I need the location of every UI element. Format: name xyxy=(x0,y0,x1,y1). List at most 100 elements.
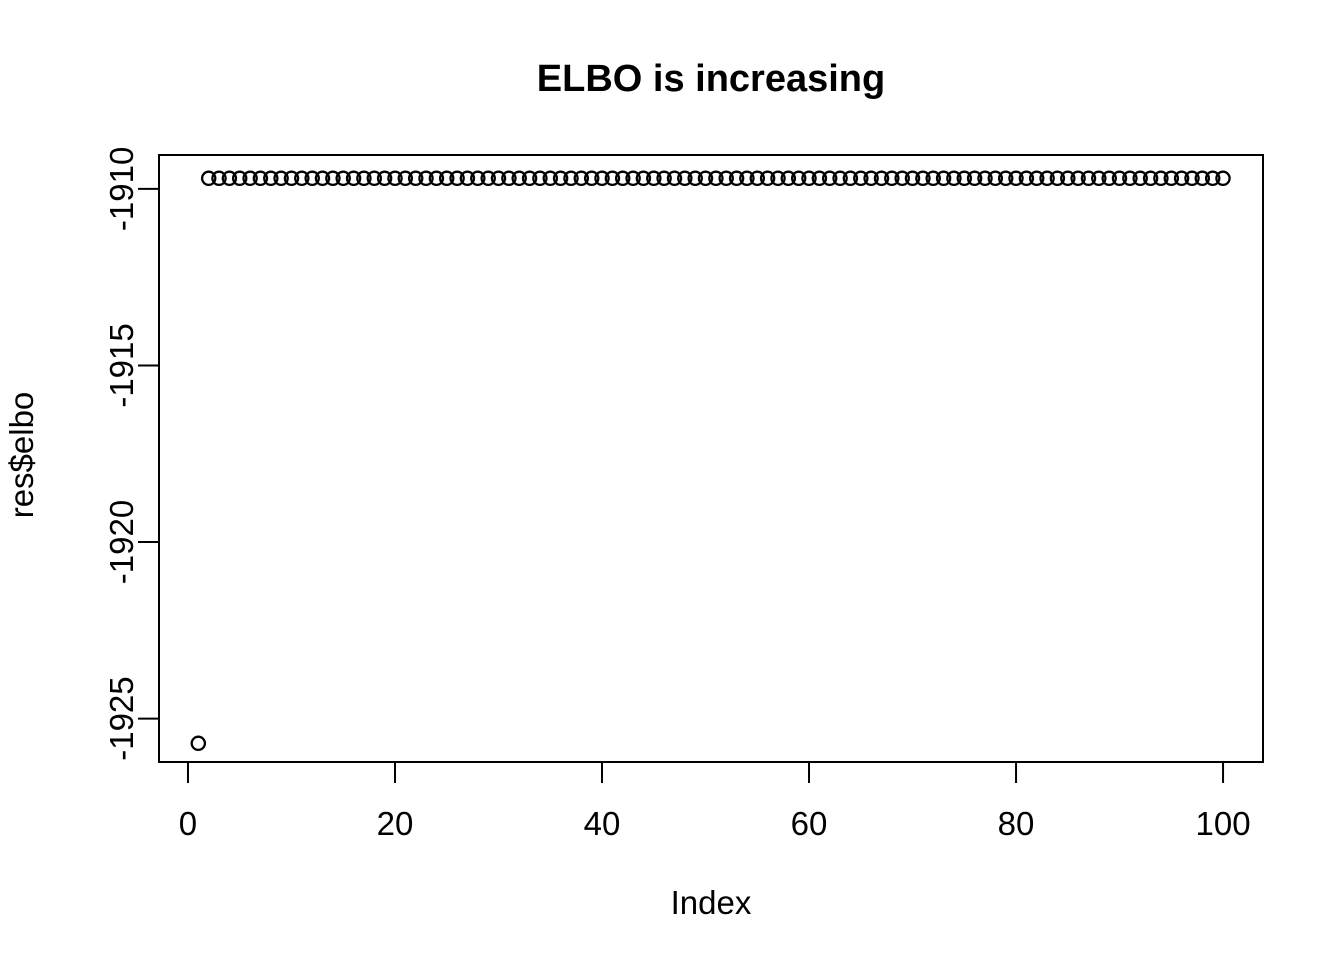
data-point xyxy=(966,170,983,187)
data-point xyxy=(821,170,838,187)
data-point xyxy=(832,170,848,187)
data-point xyxy=(1204,170,1221,187)
data-point xyxy=(345,170,362,187)
data-point xyxy=(335,170,351,187)
data-point xyxy=(583,170,600,187)
data-point xyxy=(956,170,973,187)
data-point xyxy=(925,170,941,187)
data-point xyxy=(1091,170,1107,187)
data-point xyxy=(231,170,248,187)
data-point xyxy=(532,170,548,187)
data-point xyxy=(915,170,931,187)
data-point xyxy=(1101,170,1117,187)
data-point xyxy=(780,170,797,187)
data-point xyxy=(801,170,817,187)
data-point xyxy=(1215,170,1231,187)
data-point xyxy=(190,735,207,752)
data-point xyxy=(1028,170,1045,187)
data-point xyxy=(470,170,486,187)
y-tick-label: -1920 xyxy=(103,500,140,584)
data-point xyxy=(252,170,269,187)
data-point xyxy=(873,170,890,187)
data-point xyxy=(594,170,610,187)
data-point xyxy=(708,170,724,187)
data-point xyxy=(387,170,403,187)
data-point xyxy=(749,170,766,187)
y-axis-label: res$elbo xyxy=(3,391,40,519)
y-tick-label: -1925 xyxy=(103,676,140,760)
data-point xyxy=(542,170,559,187)
y-tick-label: -1915 xyxy=(103,323,140,407)
data-point xyxy=(573,170,590,187)
data-point xyxy=(1163,170,1180,187)
data-point xyxy=(501,170,517,187)
data-point xyxy=(1132,170,1148,187)
x-tick-label: 60 xyxy=(791,805,828,842)
data-point xyxy=(283,170,300,187)
data-point xyxy=(759,170,776,187)
x-tick-label: 80 xyxy=(998,805,1035,842)
data-point xyxy=(242,170,258,187)
data-point xyxy=(459,170,476,187)
data-point xyxy=(407,170,424,187)
data-point xyxy=(687,170,703,187)
data-point xyxy=(490,170,507,187)
data-point xyxy=(646,170,662,187)
data-point xyxy=(1060,170,1076,187)
x-axis-label: Index xyxy=(670,884,752,921)
data-point xyxy=(677,170,693,187)
data-point xyxy=(946,170,962,187)
data-point xyxy=(790,170,807,187)
data-point xyxy=(376,170,393,187)
data-point xyxy=(1018,170,1035,187)
data-point xyxy=(635,170,652,187)
data-point xyxy=(770,170,786,187)
data-point xyxy=(728,170,745,187)
chart-title: ELBO is increasing xyxy=(536,58,886,100)
data-point xyxy=(1153,170,1169,187)
data-point xyxy=(863,170,879,187)
data-point xyxy=(211,170,227,187)
data-point xyxy=(697,170,714,187)
x-tick-label: 20 xyxy=(377,805,414,842)
data-point xyxy=(1039,170,1055,187)
data-point xyxy=(604,170,621,187)
data-point xyxy=(366,170,383,187)
data-point xyxy=(263,170,279,187)
data-point xyxy=(552,170,569,187)
data-point xyxy=(1142,170,1159,187)
data-point xyxy=(200,170,217,187)
data-point xyxy=(1049,170,1066,187)
data-point xyxy=(1184,170,1200,187)
plot-box xyxy=(158,154,1264,763)
data-point xyxy=(625,170,641,187)
data-point xyxy=(438,170,455,187)
x-tick-label: 40 xyxy=(584,805,621,842)
data-point xyxy=(304,170,320,187)
data-point xyxy=(1070,170,1086,187)
data-point xyxy=(294,170,310,187)
data-point xyxy=(977,170,993,187)
data-point xyxy=(563,170,579,187)
data-point xyxy=(480,170,496,187)
data-point xyxy=(1111,170,1128,187)
data-point xyxy=(853,170,869,187)
data-point xyxy=(842,170,859,187)
data-point xyxy=(521,170,538,187)
data-point xyxy=(987,170,1004,187)
y-tick-label: -1910 xyxy=(103,147,140,231)
data-point xyxy=(273,170,289,187)
data-point xyxy=(739,170,755,187)
x-tick-label: 0 xyxy=(179,805,197,842)
data-point xyxy=(221,170,238,187)
data-point xyxy=(511,170,527,187)
data-point xyxy=(449,170,465,187)
data-point xyxy=(666,170,683,187)
data-point xyxy=(397,170,414,187)
data-point xyxy=(656,170,672,187)
data-point xyxy=(811,170,828,187)
data-point xyxy=(904,170,921,187)
data-point xyxy=(325,170,341,187)
data-point xyxy=(997,170,1014,187)
